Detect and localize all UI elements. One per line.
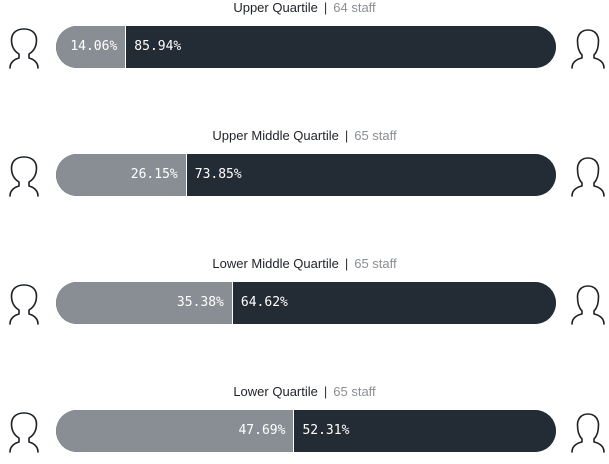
data-label: 26.15% [130, 167, 178, 182]
quartile-row: Upper Quartile | 64 staff 14.06% 85.94% [0, 0, 609, 80]
data-label: 14.06% [70, 39, 118, 54]
quartile-title: Lower Quartile | 65 staff [0, 384, 609, 400]
quartile-row: Upper Middle Quartile | 65 staff 26.15% 73.8… [0, 128, 609, 208]
staff-count: 65 staff [354, 256, 397, 271]
female-person-outline-icon [4, 284, 44, 326]
female-person-outline-icon [4, 28, 44, 70]
quartile-row: Lower Quartile | 65 staff 47.69% 52.31% [0, 384, 609, 464]
title-separator: | [323, 0, 328, 15]
stacked-bar: 35.38% 64.62% [56, 282, 556, 324]
bar-segment-first: 14.06% [56, 26, 127, 68]
quartile-name: Lower Quartile [233, 384, 318, 399]
stacked-bar: 14.06% 85.94% [56, 26, 556, 68]
data-label: 35.38% [176, 295, 224, 310]
male-person-outline-icon [568, 28, 608, 70]
quartile-name: Upper Middle Quartile [212, 128, 339, 143]
bar-segment-first: 47.69% [56, 410, 295, 452]
male-person-outline-icon [568, 156, 608, 198]
male-person-outline-icon [568, 412, 608, 454]
data-label: 52.31% [302, 423, 350, 438]
data-label: 85.94% [134, 39, 182, 54]
data-label: 73.85% [194, 167, 242, 182]
quartile-title: Upper Quartile | 64 staff [0, 0, 609, 16]
title-separator: | [344, 128, 349, 143]
title-separator: | [323, 384, 328, 399]
bar-segment-second: 52.31% [294, 410, 556, 452]
quartile-name: Lower Middle Quartile [212, 256, 339, 271]
quartile-title: Upper Middle Quartile | 65 staff [0, 128, 609, 144]
bar-segment-first: 35.38% [56, 282, 233, 324]
bar-segment-second: 85.94% [126, 26, 556, 68]
bar-segment-second: 73.85% [186, 154, 556, 196]
female-person-outline-icon [4, 156, 44, 198]
title-separator: | [344, 256, 349, 271]
male-person-outline-icon [568, 284, 608, 326]
stacked-bar: 47.69% 52.31% [56, 410, 556, 452]
staff-count: 64 staff [333, 0, 376, 15]
staff-count: 65 staff [354, 128, 397, 143]
bar-segment-second: 64.62% [232, 282, 556, 324]
quartile-row: Lower Middle Quartile | 65 staff 35.38% 64.6… [0, 256, 609, 336]
stacked-bar: 26.15% 73.85% [56, 154, 556, 196]
data-label: 64.62% [240, 295, 288, 310]
data-label: 47.69% [238, 423, 286, 438]
quartile-name: Upper Quartile [233, 0, 318, 15]
female-person-outline-icon [4, 412, 44, 454]
staff-count: 65 staff [333, 384, 376, 399]
quartile-title: Lower Middle Quartile | 65 staff [0, 256, 609, 272]
bar-segment-first: 26.15% [56, 154, 187, 196]
